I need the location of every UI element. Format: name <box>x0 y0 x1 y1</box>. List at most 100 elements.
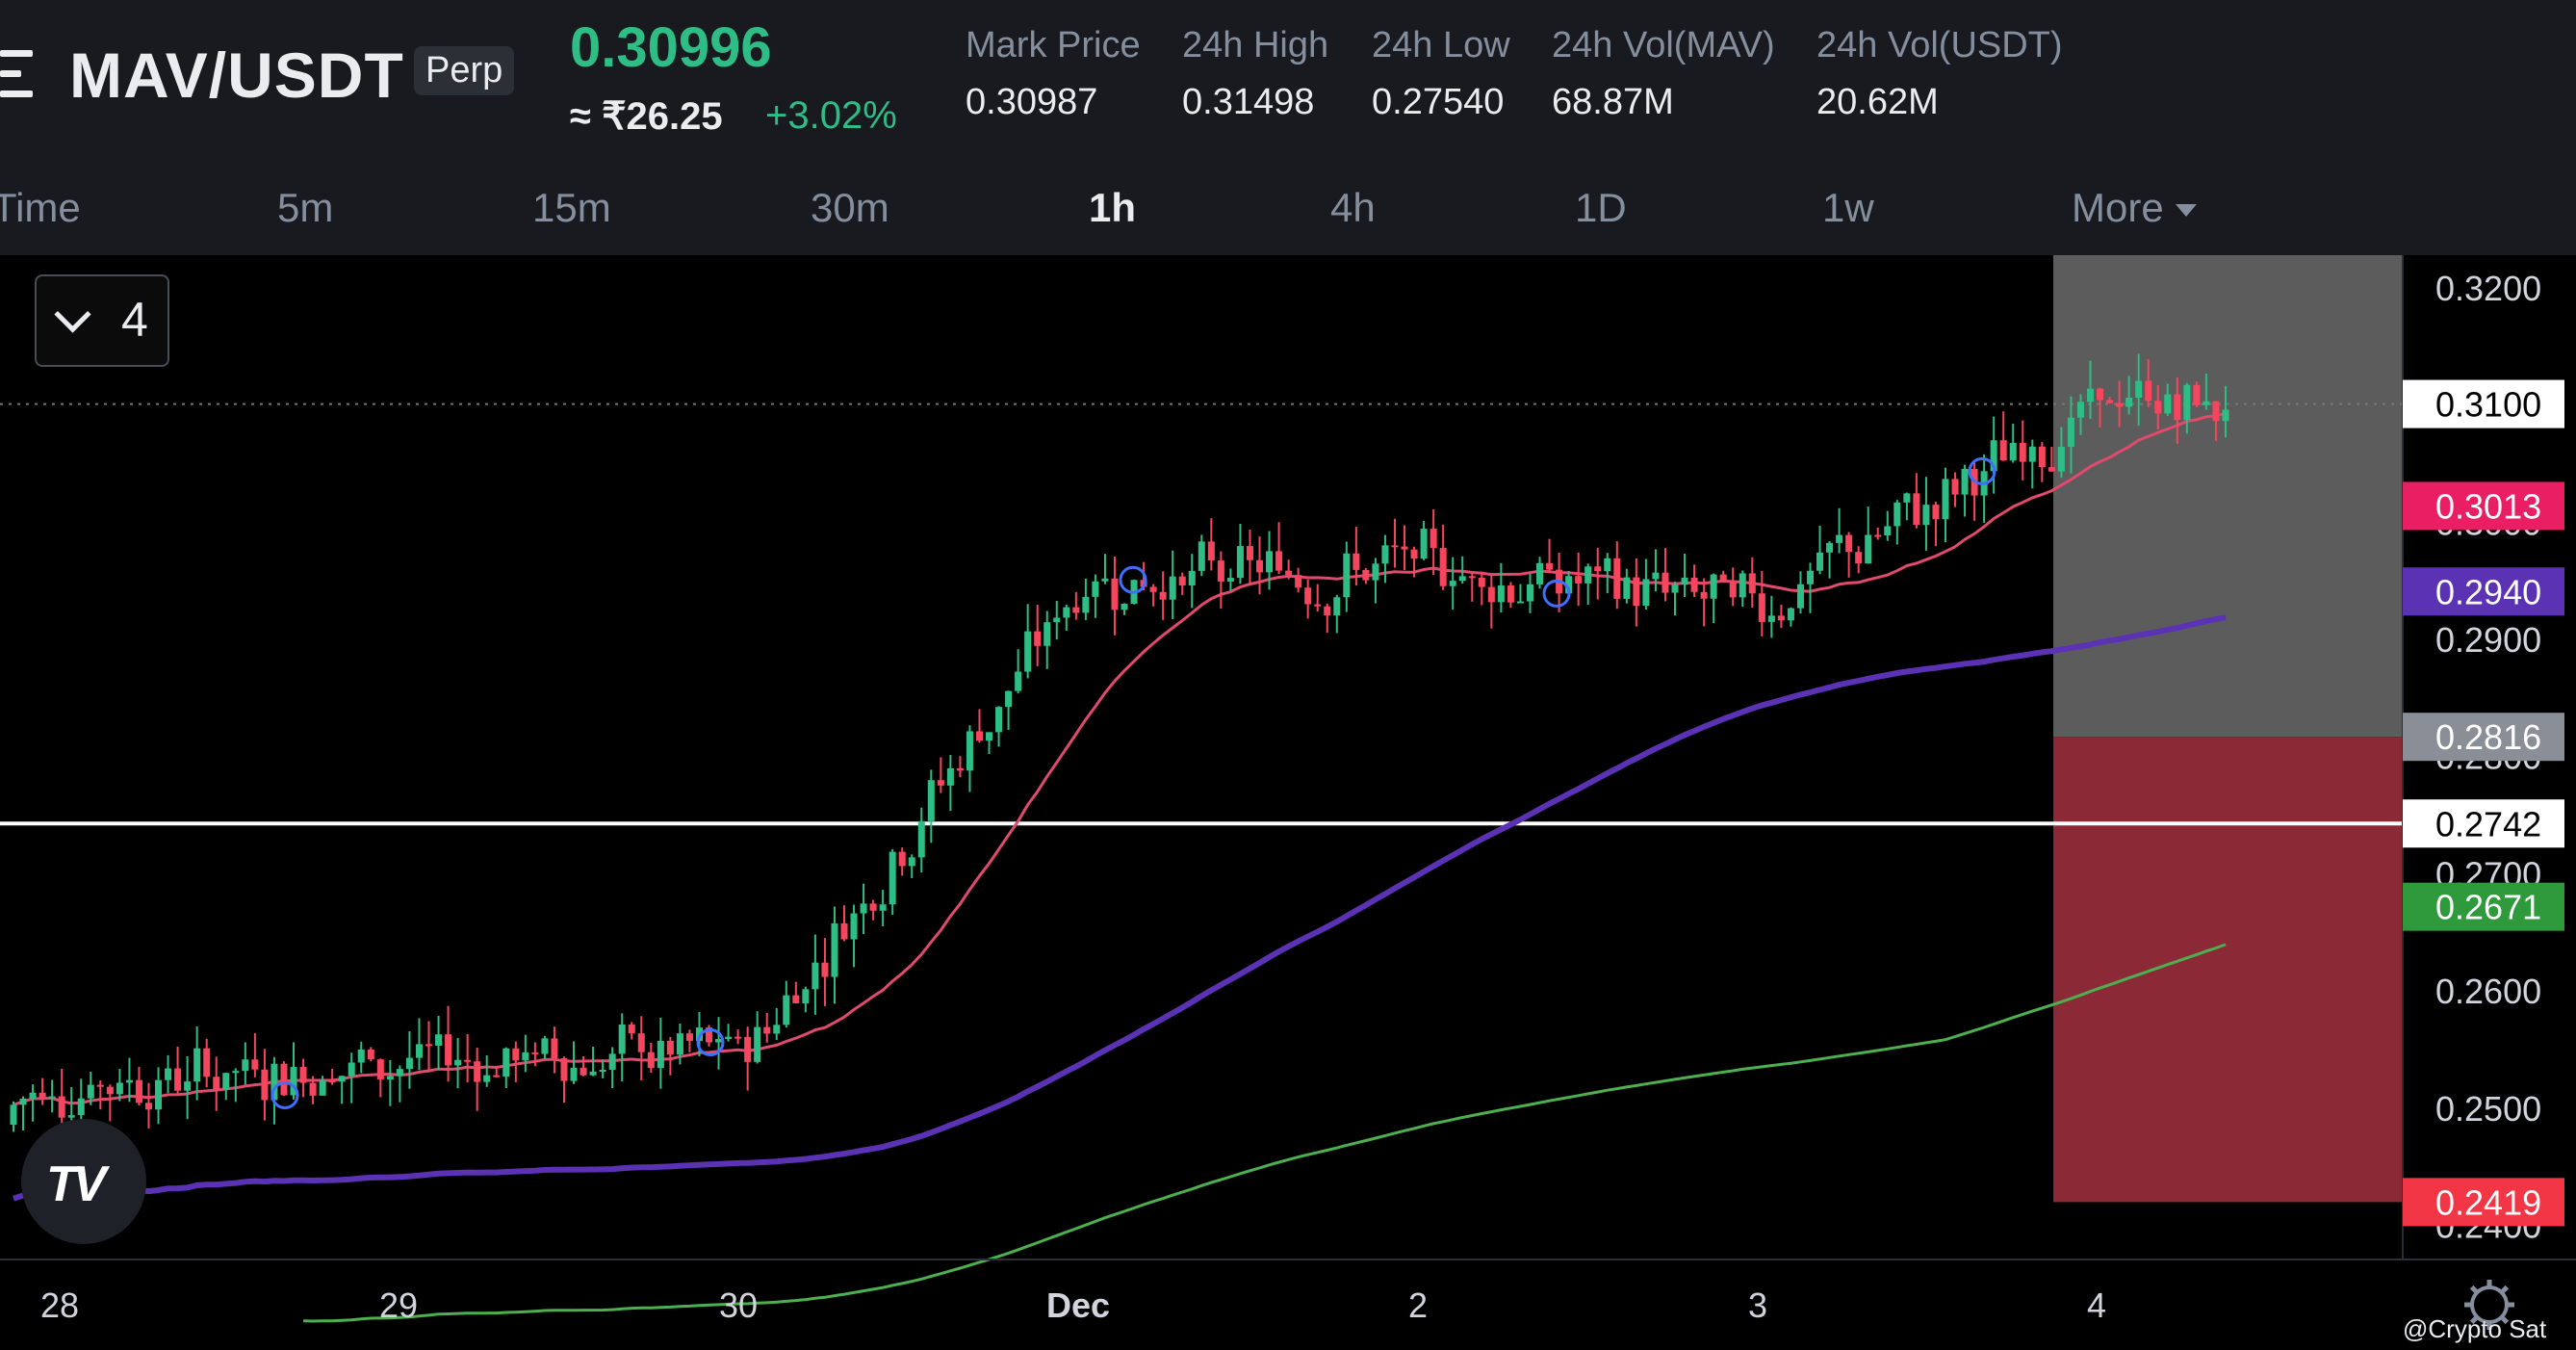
stat-label: Mark Price <box>966 25 1141 65</box>
tab-1h[interactable]: 1h <box>1089 185 1137 230</box>
candle-body <box>1999 440 2007 461</box>
candle-body <box>415 1044 423 1058</box>
moving-average-line-2 <box>13 614 2227 1202</box>
candle-body <box>1565 576 1573 594</box>
candle-body <box>203 1048 211 1077</box>
candle-body <box>1420 529 1428 559</box>
candle-body <box>2202 401 2210 405</box>
candle-body <box>1072 607 1080 613</box>
candle-body <box>1604 558 1611 572</box>
price-tag <box>2403 379 2564 428</box>
tab-1w[interactable]: 1w <box>1822 185 1874 230</box>
tab-time[interactable]: Time <box>0 185 81 230</box>
candle-body <box>908 857 915 867</box>
candle-body <box>1700 591 1708 599</box>
candle-body <box>1865 534 1872 564</box>
watermark-text: @Crypto Sat <box>2403 1314 2546 1344</box>
candle-body <box>309 1082 317 1096</box>
candle-body <box>599 1069 606 1072</box>
tab-1d[interactable]: 1D <box>1575 185 1627 230</box>
candle-body <box>657 1040 664 1069</box>
time-tick-label: 28 <box>40 1285 79 1325</box>
tradingview-logo[interactable]: TV <box>21 1119 146 1244</box>
candle-body <box>1295 575 1302 588</box>
candle-body <box>1613 558 1621 599</box>
candle-body <box>405 1057 413 1070</box>
candle-body <box>2183 384 2191 421</box>
candle-body <box>2048 467 2055 472</box>
candle-body <box>1082 596 1090 613</box>
candle-body <box>116 1082 123 1095</box>
candle-body <box>1217 560 1224 582</box>
gear-icon <box>2464 1280 2514 1330</box>
candle-body <box>850 913 858 940</box>
candle-body <box>725 1036 733 1040</box>
candle-body <box>348 1062 355 1077</box>
tab-30m[interactable]: 30m <box>811 185 889 230</box>
candle-body <box>560 1058 568 1081</box>
position-target-zone <box>2053 255 2402 738</box>
signal-marker <box>270 1080 299 1109</box>
position-stop-zone <box>2053 737 2402 1203</box>
candle-body <box>1487 586 1495 603</box>
candle-body <box>889 851 896 905</box>
candle-body <box>975 731 984 741</box>
price-tag <box>2403 882 2564 931</box>
price-chart[interactable]: 0.32000.31000.30000.29000.28000.27000.26… <box>0 255 2576 1350</box>
candle-body <box>1633 577 1640 607</box>
candle-body <box>512 1048 520 1061</box>
symbol-name[interactable]: MAV/USDT <box>69 39 404 111</box>
chevron-down-icon <box>54 296 91 333</box>
candle-body <box>29 1092 37 1099</box>
candle-body <box>647 1051 655 1069</box>
candle-body <box>328 1080 336 1083</box>
candle-body <box>2222 409 2229 422</box>
candle-body <box>1951 479 1959 495</box>
candle-body <box>1913 493 1920 526</box>
gear-tooth <box>2499 1285 2510 1295</box>
price-tag-label: 0.2742 <box>2435 804 2541 844</box>
candle-body <box>2057 446 2065 472</box>
candle-body <box>628 1024 635 1034</box>
price-change-percent: +3.02% <box>765 94 897 137</box>
candle-body <box>1043 622 1051 646</box>
candle-body <box>1092 581 1099 597</box>
candle-body <box>831 922 838 977</box>
candle-body <box>280 1063 288 1096</box>
candle-body <box>425 1044 433 1047</box>
indicator-toggle-button[interactable]: 4 <box>35 274 169 367</box>
tab-5m[interactable]: 5m <box>277 185 334 230</box>
candle-body <box>445 1034 452 1066</box>
candle-body <box>1575 576 1583 584</box>
candle-body <box>1536 562 1544 584</box>
menu-icon[interactable] <box>0 50 39 98</box>
candle-body <box>937 780 944 786</box>
candle-body <box>618 1024 626 1054</box>
candle-body <box>1748 573 1756 594</box>
price-tag-label: 0.2940 <box>2435 572 2541 611</box>
candle-body <box>1623 577 1631 599</box>
stat-label: 24h Vol(USDT) <box>1816 25 2063 65</box>
stat-24h-low: 24h Low 0.27540 <box>1372 25 1510 123</box>
candle-body <box>1546 562 1554 570</box>
candle-body <box>956 767 964 771</box>
moving-average-line-3 <box>302 943 2227 1323</box>
chart-canvas[interactable]: 0.32000.31000.30000.29000.28000.27000.26… <box>0 255 2576 1350</box>
candle-body <box>165 1068 172 1080</box>
candle-body <box>1343 553 1351 598</box>
candle-body <box>1226 578 1234 582</box>
candle-body <box>2028 446 2036 462</box>
tab-4h[interactable]: 4h <box>1330 185 1376 230</box>
candle-body <box>299 1067 307 1083</box>
candle-body <box>986 732 993 741</box>
candle-body <box>261 1069 269 1101</box>
candle-body <box>1836 534 1843 543</box>
tab-more[interactable]: More <box>2072 185 2197 231</box>
tab-15m[interactable]: 15m <box>532 185 611 230</box>
candle-body <box>251 1059 259 1070</box>
candle-body <box>608 1053 616 1070</box>
candle-body <box>87 1084 94 1099</box>
candle-body <box>1497 585 1505 603</box>
price-tag <box>2403 1178 2564 1227</box>
candle-body <box>773 1025 781 1034</box>
